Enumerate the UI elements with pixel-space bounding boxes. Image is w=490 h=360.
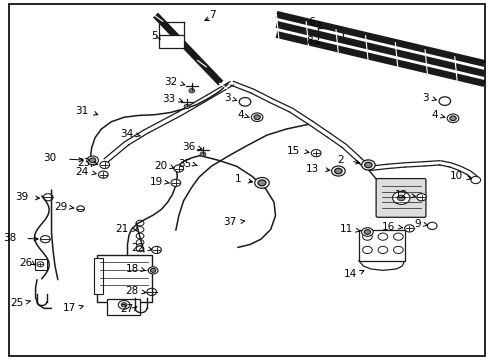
Circle shape xyxy=(251,113,263,122)
Circle shape xyxy=(397,195,405,201)
Circle shape xyxy=(100,161,110,168)
Text: 23: 23 xyxy=(77,158,90,168)
Text: 19: 19 xyxy=(149,177,163,187)
Text: 22: 22 xyxy=(132,243,145,253)
Bar xyxy=(35,259,47,270)
Text: 27: 27 xyxy=(121,304,134,314)
Circle shape xyxy=(184,104,190,109)
Text: 10: 10 xyxy=(450,171,463,181)
Circle shape xyxy=(311,149,321,157)
Text: 13: 13 xyxy=(306,163,319,174)
Circle shape xyxy=(364,230,370,234)
Circle shape xyxy=(87,156,98,165)
Circle shape xyxy=(363,246,372,253)
Circle shape xyxy=(393,246,403,253)
Text: 16: 16 xyxy=(382,222,395,231)
Circle shape xyxy=(450,116,456,121)
Text: 29: 29 xyxy=(54,202,68,212)
Circle shape xyxy=(258,180,266,186)
Circle shape xyxy=(362,160,375,170)
Text: 8: 8 xyxy=(306,36,313,46)
Text: 5: 5 xyxy=(151,31,158,41)
Text: 11: 11 xyxy=(340,225,353,234)
Circle shape xyxy=(37,262,44,267)
Circle shape xyxy=(365,162,372,168)
Text: 20: 20 xyxy=(154,161,168,171)
Text: 7: 7 xyxy=(209,10,216,20)
Circle shape xyxy=(150,269,156,273)
Text: 31: 31 xyxy=(75,106,89,116)
Circle shape xyxy=(363,233,372,240)
Bar xyxy=(94,258,103,294)
Text: 3: 3 xyxy=(224,93,230,103)
Circle shape xyxy=(148,267,158,274)
Circle shape xyxy=(447,114,459,123)
Circle shape xyxy=(427,222,437,229)
Text: 9: 9 xyxy=(414,219,420,229)
Text: 4: 4 xyxy=(237,111,244,121)
Circle shape xyxy=(171,179,181,186)
Text: 3: 3 xyxy=(422,93,429,103)
Circle shape xyxy=(378,246,388,253)
Bar xyxy=(359,230,405,261)
Text: 25: 25 xyxy=(11,298,24,308)
Circle shape xyxy=(362,228,373,236)
Text: 12: 12 xyxy=(395,190,408,200)
Bar xyxy=(97,255,152,302)
Text: 32: 32 xyxy=(164,77,177,87)
Circle shape xyxy=(239,98,251,106)
Text: 17: 17 xyxy=(63,303,76,314)
Circle shape xyxy=(200,152,206,156)
Circle shape xyxy=(174,165,184,172)
Bar xyxy=(107,299,140,315)
FancyBboxPatch shape xyxy=(376,179,426,217)
Circle shape xyxy=(378,233,388,240)
Circle shape xyxy=(118,301,130,309)
Circle shape xyxy=(98,171,108,178)
Text: 4: 4 xyxy=(432,111,439,121)
Circle shape xyxy=(254,115,260,120)
Circle shape xyxy=(121,303,127,307)
Text: 24: 24 xyxy=(75,167,89,177)
Text: 6: 6 xyxy=(309,17,315,27)
Circle shape xyxy=(471,176,481,184)
Text: 34: 34 xyxy=(121,129,134,139)
Text: 14: 14 xyxy=(343,269,357,279)
Circle shape xyxy=(152,246,161,253)
Text: 18: 18 xyxy=(125,264,139,274)
Circle shape xyxy=(255,177,269,188)
Text: 15: 15 xyxy=(287,145,300,156)
Text: 21: 21 xyxy=(116,225,129,234)
Text: 1: 1 xyxy=(235,174,242,184)
Text: 2: 2 xyxy=(338,154,344,165)
Circle shape xyxy=(405,225,415,232)
Text: 33: 33 xyxy=(163,94,176,104)
Text: 35: 35 xyxy=(178,159,192,169)
Circle shape xyxy=(90,158,96,163)
Circle shape xyxy=(392,192,410,204)
Text: 39: 39 xyxy=(16,192,29,202)
Text: 30: 30 xyxy=(43,153,56,163)
Text: 36: 36 xyxy=(182,142,195,152)
Text: 37: 37 xyxy=(223,217,237,227)
Bar xyxy=(159,35,184,48)
Text: 38: 38 xyxy=(3,233,16,243)
Text: 28: 28 xyxy=(125,286,139,296)
Circle shape xyxy=(439,97,451,105)
Text: 26: 26 xyxy=(19,258,32,268)
Circle shape xyxy=(189,89,195,93)
Circle shape xyxy=(417,194,426,201)
Circle shape xyxy=(335,168,342,174)
Circle shape xyxy=(393,233,403,240)
Circle shape xyxy=(332,166,345,176)
